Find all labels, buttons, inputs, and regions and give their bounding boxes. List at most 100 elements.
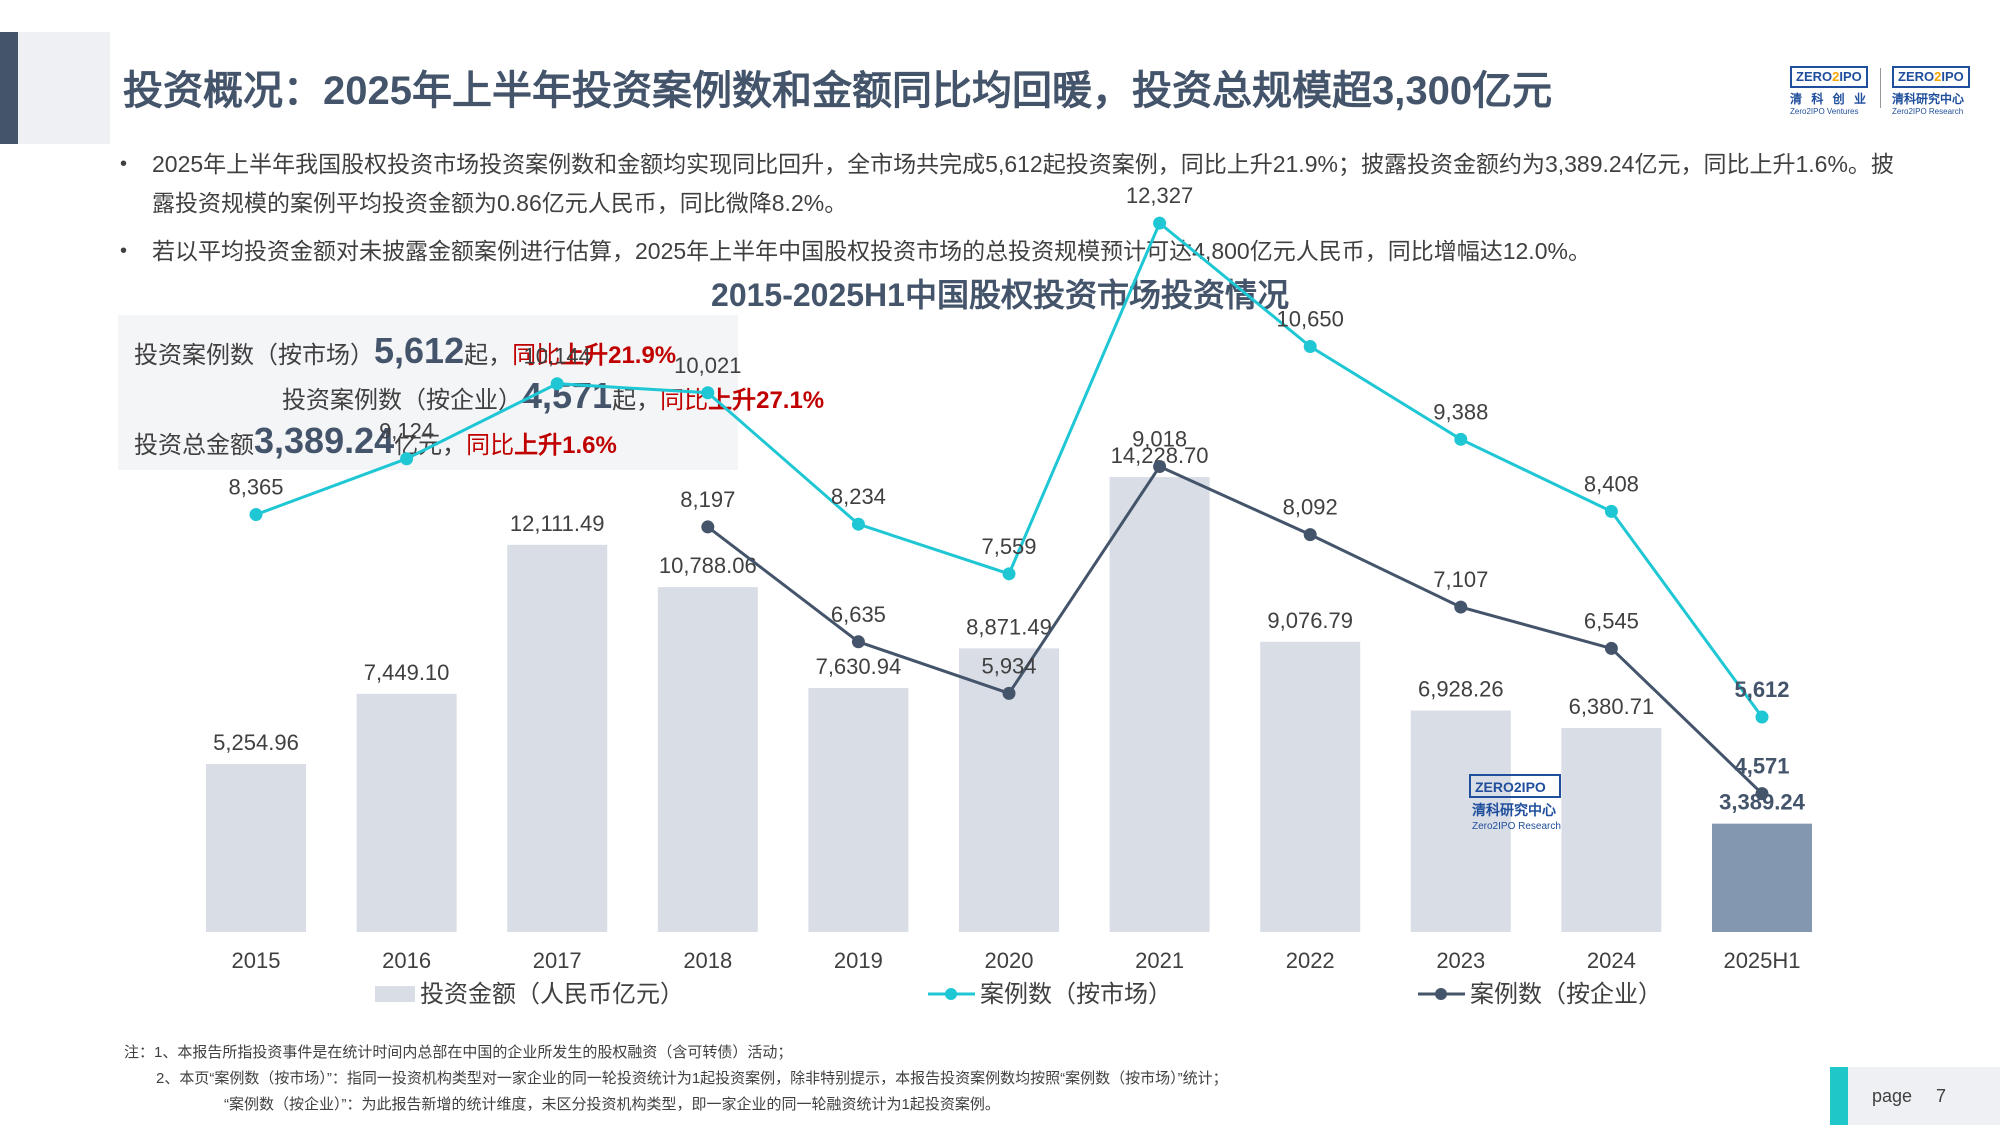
bar-2023 [1410,710,1511,932]
bar-value-label-2020: 8,871.49 [966,614,1052,639]
company-cases-point-2022 [1303,528,1317,542]
market-cases-point-2025H1 [1755,710,1769,724]
kpi-value: 3,389.24 [254,420,395,461]
zero2ipo-research-logo: ZERO2IPO 清科研究中心 Zero2IPO Research [1892,66,1970,116]
market-cases-line [255,220,1764,718]
kpi-label: 投资案例数（按市场） [134,342,374,369]
kpi-total-amount: 投资总金额3,389.24亿元，同比上升1.6% [134,420,617,462]
market-cases-label-2020: 7,559 [981,534,1036,559]
market-cases-point-2017 [550,377,564,391]
chart-title: 2015-2025H1中国股权投资市场投资情况 [711,277,1289,313]
footnotes: 注：1、本报告所指投资事件是在统计时间内总部在中国的企业所发生的股权融资（含可转… [124,1040,1228,1118]
x-tick-label-2025H1: 2025H1 [1723,948,1800,973]
market-cases-point-2015 [249,508,263,522]
summary-bullets: 2025年上半年我国股权投资市场投资案例数和金额均实现同比回升，全市场共完成5,… [120,145,1900,280]
x-tick-label-2018: 2018 [683,948,732,973]
bar-value-label-2019: 7,630.94 [816,654,902,679]
market-cases-point-2024 [1604,504,1618,518]
logo-en-text: Zero2IPO Ventures [1790,107,1859,116]
bar-2025H1 [1712,823,1812,932]
watermark-frame [1469,774,1561,798]
footnote-line: 注：1、本报告所指投资事件是在统计时间内总部在中国的企业所发生的股权融资（含可转… [124,1044,793,1061]
kpi-label: 投资总金额 [134,432,254,459]
bar-2019 [808,688,909,932]
kpi-unit: 起， [464,342,513,369]
page-number: 7 [1936,1086,1947,1106]
company-cases-label-2019: 6,635 [831,602,886,627]
legend-label-amount: 投资金额（人民币亿元） [420,981,684,1008]
market-cases-point-2020 [1002,567,1016,581]
kpi-market-cases: 投资案例数（按市场）5,612起，同比上升21.9% [134,330,676,372]
kpi-percent: 21.9% [608,342,677,369]
legend-label-company-cases: 案例数（按企业） [1470,981,1662,1008]
x-tick-label-2015: 2015 [232,948,281,973]
market-cases-point-2023 [1454,432,1468,446]
company-cases-point-2018 [701,520,715,534]
company-cases-point-2021 [1153,460,1167,474]
company-cases-point-2025H1 [1755,787,1769,801]
watermark-brand: ZERO2IPO [1475,779,1546,795]
bar-value-label-2023: 6,928.26 [1418,677,1504,702]
market-cases-label-2022: 10,650 [1277,306,1344,331]
market-cases-point-2018 [701,386,715,400]
market-cases-label-2015: 8,365 [228,475,283,500]
x-tick-label-2019: 2019 [834,948,883,973]
logo-brand-mark: ZERO2IPO [1790,66,1868,88]
market-cases-label-2018: 10,021 [674,353,741,378]
bar-value-label-2015: 5,254.96 [213,730,299,755]
logo-cn-text: 清科研究中心 [1892,92,1965,106]
company-cases-label-2025H1: 4,571 [1734,754,1789,779]
company-cases-point-2024 [1604,641,1618,655]
watermark-logo: ZERO2IPO 清科研究中心 Zero2IPO Research [1469,774,1561,832]
page-label: page [1872,1086,1913,1106]
bullet-item: 2025年上半年我国股权投资市场投资案例数和金额均实现同比回升，全市场共完成5,… [120,145,1900,223]
legend-swatch-market-dot [945,988,957,1000]
kpi-label: 投资案例数（按企业） [282,387,522,414]
kpi-box [118,315,738,470]
market-cases-label-2017: 10,144 [524,344,591,369]
bar-2022 [1260,641,1361,932]
zero2ipo-ventures-logo: ZERO2IPO 清 科 创 业 Zero2IPO Ventures [1790,66,1869,116]
legend-swatch-amount [375,986,415,1002]
x-tick-label-2021: 2021 [1135,948,1184,973]
bar-value-label-2022: 9,076.79 [1267,608,1353,633]
investment-chart: ZERO2IPO 清科研究中心 Zero2IPO Research 5,254.96 7… [206,183,1812,1008]
kpi-value: 4,571 [522,375,613,416]
bar-2015 [206,763,306,932]
company-cases-point-2020 [1002,686,1016,700]
company-cases-label-2021: 9,018 [1132,427,1187,452]
market-cases-point-2021 [1153,216,1167,230]
bar-value-label-2024: 6,380.71 [1569,694,1655,719]
footnote-line: 2、本页“案例数（按市场）”：指同一投资机构类型对一家企业的同一轮投资统计为1起… [156,1070,1228,1087]
company-cases-label-2018: 8,197 [680,487,735,512]
market-cases-label-2021: 12,327 [1126,183,1193,208]
logo-en-text: Zero2IPO Research [1892,107,1964,116]
bar-value-label-2017: 12,111.49 [510,511,605,536]
company-cases-label-2023: 7,107 [1433,567,1488,592]
market-cases-label-2019: 8,234 [831,484,886,509]
kpi-company-cases: 投资案例数（按企业）4,571起，同比上升27.1% [282,375,824,417]
company-cases-point-2023 [1454,600,1468,614]
company-cases-label-2024: 6,545 [1584,608,1639,633]
kpi-compare: 同比 [466,432,515,459]
x-tick-label-2017: 2017 [533,948,582,973]
left-accent-box [18,32,110,144]
footnote-line: “案例数（按企业）”：为此报告新增的统计维度，未区分投资机构类型，即一家企业的同… [224,1096,1000,1113]
logo-separator [1880,68,1881,108]
x-tick-label-2022: 2022 [1286,948,1335,973]
market-cases-point-2016 [400,452,414,466]
kpi-unit: 起， [612,387,661,414]
kpi-percent: 1.6% [562,432,617,459]
market-cases-point-2022 [1303,339,1317,353]
kpi-percent: 27.1% [756,387,825,414]
market-cases-label-2023: 9,388 [1433,399,1488,424]
legend-label-market-cases: 案例数（按市场） [980,981,1172,1008]
market-cases-label-2016: 9,124 [379,419,434,444]
page-title: 投资概况：2025年上半年投资案例数和金额同比均回暖，投资总规模超3,300亿元 [123,69,1553,113]
bar-value-label-2018: 10,788.06 [659,553,757,578]
bar-value-label-2016: 7,449.10 [364,660,450,685]
company-cases-label-2020: 5,934 [981,653,1036,678]
watermark-cn: 清科研究中心 [1472,802,1556,818]
bar-2018 [657,587,758,932]
bar-2016 [356,693,457,932]
